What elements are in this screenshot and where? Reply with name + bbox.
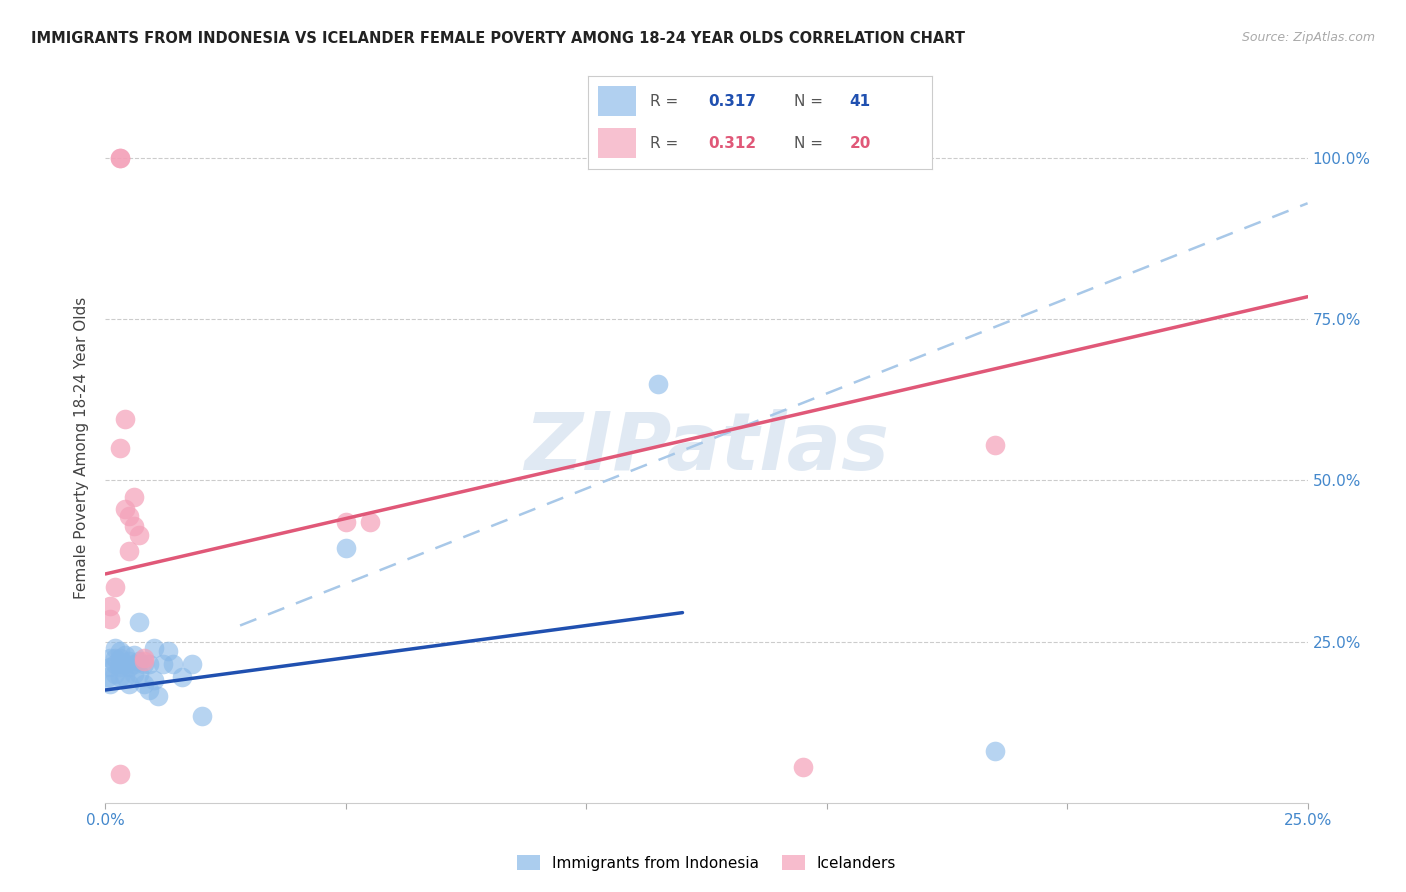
Point bbox=[181, 657, 204, 672]
Point bbox=[114, 648, 136, 662]
Point bbox=[128, 615, 150, 630]
Point bbox=[108, 766, 131, 780]
Point bbox=[128, 666, 150, 681]
Point bbox=[792, 760, 814, 774]
Point bbox=[124, 666, 146, 681]
Point bbox=[138, 657, 160, 672]
Point bbox=[124, 657, 146, 672]
Point bbox=[114, 502, 136, 516]
Point bbox=[124, 490, 146, 504]
Point bbox=[114, 657, 136, 672]
Point bbox=[128, 528, 150, 542]
Point bbox=[118, 660, 141, 674]
Point bbox=[124, 648, 146, 662]
Point bbox=[162, 657, 184, 672]
Point bbox=[647, 376, 669, 391]
Point bbox=[984, 744, 1007, 758]
Point bbox=[98, 650, 121, 665]
Text: 20: 20 bbox=[849, 136, 870, 151]
Legend: Immigrants from Indonesia, Icelanders: Immigrants from Indonesia, Icelanders bbox=[510, 848, 903, 877]
Point bbox=[148, 690, 170, 704]
Point bbox=[132, 676, 155, 690]
Point bbox=[335, 541, 357, 556]
Point bbox=[98, 676, 121, 690]
Text: ZIPatlas: ZIPatlas bbox=[524, 409, 889, 487]
Point bbox=[104, 666, 127, 681]
Point bbox=[142, 673, 165, 688]
Point bbox=[108, 657, 131, 672]
Text: R =: R = bbox=[650, 94, 683, 109]
Point bbox=[156, 644, 179, 658]
Point bbox=[128, 654, 150, 668]
Point bbox=[335, 516, 357, 530]
Point bbox=[108, 151, 131, 165]
Point bbox=[108, 650, 131, 665]
Point bbox=[172, 670, 194, 684]
Point bbox=[104, 580, 127, 594]
Point bbox=[104, 641, 127, 656]
Point bbox=[98, 599, 121, 614]
Point bbox=[132, 650, 155, 665]
Point bbox=[152, 657, 174, 672]
Point bbox=[190, 708, 212, 723]
Text: N =: N = bbox=[794, 136, 828, 151]
Point bbox=[124, 518, 146, 533]
Point bbox=[108, 151, 131, 165]
Point bbox=[104, 657, 127, 672]
Point bbox=[138, 683, 160, 698]
Text: Source: ZipAtlas.com: Source: ZipAtlas.com bbox=[1241, 31, 1375, 45]
Text: R =: R = bbox=[650, 136, 683, 151]
Point bbox=[108, 660, 131, 674]
Point bbox=[114, 412, 136, 426]
Point bbox=[118, 654, 141, 668]
Point bbox=[97, 670, 120, 684]
Point bbox=[98, 612, 121, 626]
Text: N =: N = bbox=[794, 94, 828, 109]
Point bbox=[108, 442, 131, 456]
Point bbox=[118, 508, 141, 523]
Point bbox=[118, 544, 141, 558]
Bar bbox=[598, 128, 636, 158]
Point bbox=[98, 660, 121, 674]
Y-axis label: Female Poverty Among 18-24 Year Olds: Female Poverty Among 18-24 Year Olds bbox=[75, 297, 90, 599]
Point bbox=[132, 654, 155, 668]
Text: 0.317: 0.317 bbox=[709, 94, 756, 109]
Text: IMMIGRANTS FROM INDONESIA VS ICELANDER FEMALE POVERTY AMONG 18-24 YEAR OLDS CORR: IMMIGRANTS FROM INDONESIA VS ICELANDER F… bbox=[31, 31, 965, 46]
Text: 0.312: 0.312 bbox=[709, 136, 756, 151]
Bar bbox=[598, 87, 636, 116]
Text: 41: 41 bbox=[849, 94, 870, 109]
Point bbox=[132, 657, 155, 672]
Point bbox=[104, 650, 127, 665]
Point bbox=[359, 516, 381, 530]
Point bbox=[984, 438, 1007, 452]
Point bbox=[118, 676, 141, 690]
Point bbox=[108, 644, 131, 658]
Point bbox=[142, 641, 165, 656]
Point bbox=[114, 670, 136, 684]
Point bbox=[108, 670, 131, 684]
